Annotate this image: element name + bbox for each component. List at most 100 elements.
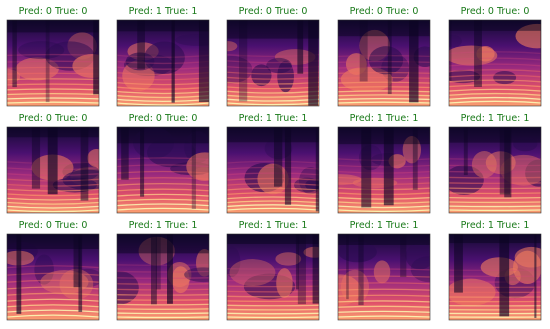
blotch — [186, 152, 209, 181]
harmonic — [117, 102, 209, 106]
panel-frame — [6, 126, 100, 214]
panel-frame — [226, 126, 320, 214]
blotch — [368, 46, 404, 75]
panel-frame — [6, 233, 100, 321]
harmonic — [7, 92, 99, 96]
silence-band — [31, 127, 41, 189]
silence-band — [171, 20, 175, 103]
panel-title: Pred: 0 True: 0 — [350, 6, 419, 17]
silence-band — [361, 127, 372, 208]
blotch — [476, 45, 495, 62]
top-dark — [7, 234, 99, 249]
blotch — [275, 252, 302, 266]
harmonic — [227, 192, 319, 196]
silence-band — [167, 234, 173, 304]
silence-band — [297, 20, 304, 74]
harmonic — [338, 288, 430, 291]
harmonic — [117, 207, 209, 211]
silence-band — [295, 234, 299, 290]
harmonic — [338, 305, 430, 308]
panel-frame — [448, 126, 542, 214]
harmonic — [117, 182, 209, 186]
harmonic — [7, 304, 99, 308]
blotch — [405, 242, 430, 270]
harmonic — [7, 197, 99, 201]
harmonic — [449, 51, 541, 55]
blotch — [147, 137, 196, 168]
silence-band — [284, 127, 292, 205]
blotch — [184, 267, 209, 283]
harmonic — [227, 177, 319, 181]
harmonic — [338, 54, 430, 58]
harmonic — [227, 160, 319, 164]
silence-band — [73, 234, 81, 288]
harmonic — [7, 286, 99, 290]
blotch — [171, 266, 190, 294]
harmonic — [338, 205, 430, 209]
harmonic — [338, 101, 430, 104]
silence-band — [534, 234, 537, 318]
spectrogram — [449, 20, 541, 106]
spectrogram — [227, 127, 319, 213]
blotch — [525, 159, 541, 187]
panel-title: Pred: 1 True: 1 — [129, 220, 198, 231]
silence-band — [383, 127, 394, 206]
harmonic — [449, 57, 541, 61]
silence-band — [454, 234, 463, 293]
harmonic — [338, 60, 430, 63]
silence-band — [273, 127, 283, 187]
harmonic — [7, 272, 99, 276]
harmonic — [338, 310, 430, 313]
silence-band — [80, 127, 89, 201]
panel-frame — [448, 233, 542, 321]
silence-band — [504, 127, 512, 198]
panel-frame — [116, 233, 210, 321]
silence-band — [239, 20, 248, 102]
harmonic — [338, 66, 430, 69]
blotch — [87, 148, 99, 168]
harmonic — [7, 201, 99, 205]
panel-title: Pred: 1 True: 1 — [350, 113, 419, 124]
blotch — [251, 64, 272, 87]
harmonic — [338, 76, 430, 79]
silence-band — [140, 127, 145, 197]
spectrogram — [449, 234, 541, 320]
harmonic — [7, 101, 99, 104]
harmonic — [117, 193, 209, 197]
panel-frame — [337, 233, 431, 321]
panel-title: Pred: 0 True: 0 — [129, 113, 198, 124]
harmonic — [449, 96, 541, 100]
silence-band — [297, 234, 306, 305]
panel-title: Pred: 1 True: 1 — [129, 6, 198, 17]
harmonic — [117, 203, 209, 207]
silence-band — [312, 234, 319, 304]
harmonic — [338, 90, 430, 93]
harmonic — [7, 309, 99, 313]
spectrogram — [338, 20, 430, 106]
silence-band — [12, 20, 17, 88]
spectrogram — [117, 234, 209, 320]
spectrogram — [449, 127, 541, 213]
panel-title: Pred: 0 True: 0 — [19, 113, 88, 124]
harmonic — [227, 196, 319, 200]
harmonic — [7, 292, 99, 296]
silence-band — [308, 20, 319, 106]
harmonic — [338, 282, 430, 285]
silence-band — [409, 20, 419, 103]
top-dark — [338, 127, 430, 145]
silence-band — [78, 234, 83, 312]
harmonic — [227, 187, 319, 191]
harmonic — [7, 298, 99, 302]
blotch — [227, 246, 241, 277]
harmonic — [7, 193, 99, 197]
harmonic — [338, 81, 430, 84]
panel-frame — [448, 19, 542, 107]
harmonic — [338, 268, 430, 271]
panel-frame — [116, 19, 210, 107]
spectrogram — [227, 234, 319, 320]
harmonic — [449, 84, 541, 88]
panel-frame — [226, 19, 320, 107]
harmonic — [7, 97, 99, 100]
harmonic — [7, 88, 99, 91]
blotch — [117, 271, 139, 305]
